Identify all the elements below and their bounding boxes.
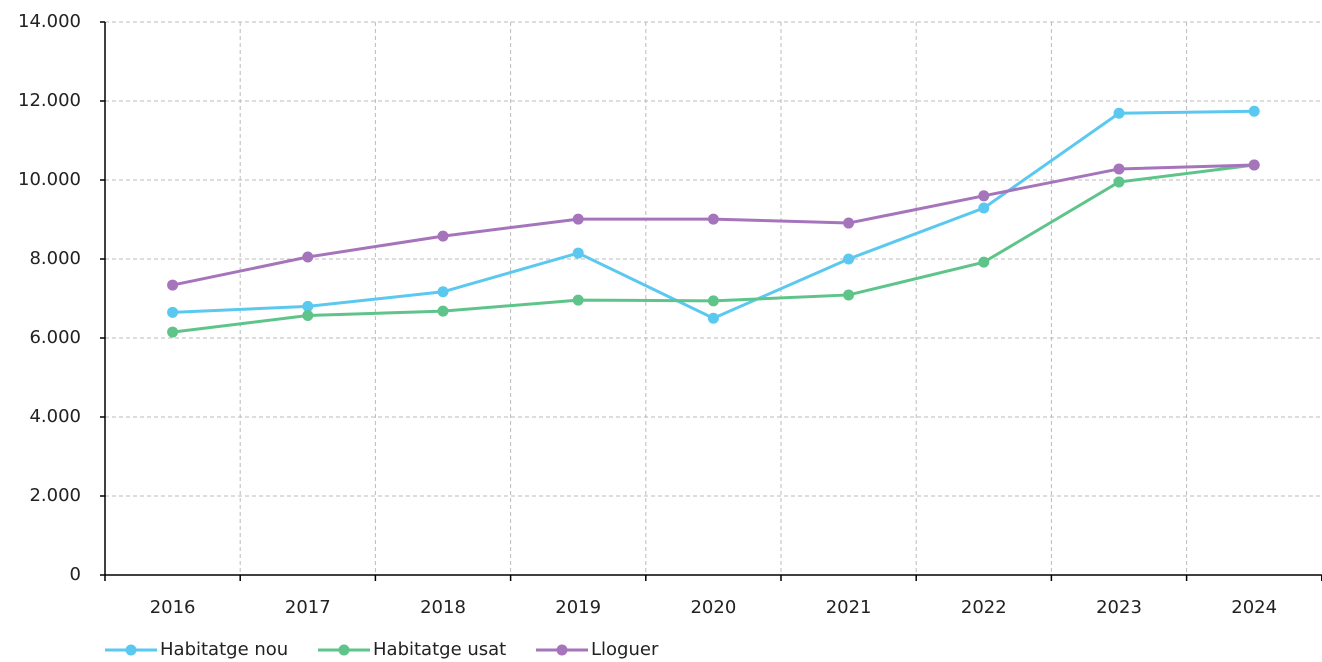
- x-tick-label: 2016: [150, 597, 196, 618]
- y-tick-label: 4.000: [29, 406, 81, 427]
- data-point: [707, 295, 719, 307]
- data-point: [437, 230, 449, 242]
- x-tick-label: 2023: [1096, 597, 1142, 618]
- data-point: [167, 306, 179, 318]
- y-tick-label: 12.000: [18, 90, 81, 111]
- data-point: [167, 279, 179, 291]
- data-point: [843, 289, 855, 301]
- legend-label: Habitatge nou: [160, 639, 288, 660]
- data-point: [437, 286, 449, 298]
- data-point: [437, 305, 449, 317]
- x-tick-label: 2024: [1231, 597, 1277, 618]
- data-point: [843, 253, 855, 265]
- data-point: [572, 294, 584, 306]
- series-line: [172, 163, 1255, 287]
- data-point: [978, 202, 990, 214]
- x-tick-label: 2020: [690, 597, 736, 618]
- data-point: [302, 309, 314, 321]
- y-tick-label: 8.000: [29, 248, 81, 269]
- y-tick-label: 10.000: [18, 169, 81, 190]
- data-point: [1248, 105, 1260, 117]
- data-point: [302, 251, 314, 263]
- data-point: [572, 247, 584, 259]
- y-tick-label: 2.000: [29, 485, 81, 506]
- x-tick-label: 2022: [961, 597, 1007, 618]
- y-tick-label: 6.000: [29, 327, 81, 348]
- y-tick-label: 14.000: [18, 11, 81, 32]
- data-point: [1113, 176, 1125, 188]
- data-point: [978, 190, 990, 202]
- data-point: [1113, 163, 1125, 175]
- data-point: [167, 326, 179, 338]
- legend-marker: [556, 644, 568, 656]
- y-tick-label: 0: [70, 564, 81, 585]
- data-point: [1113, 107, 1125, 119]
- data-point: [843, 217, 855, 229]
- x-tick-label: 2018: [420, 597, 466, 618]
- legend-label: Habitatge usat: [373, 639, 506, 660]
- data-point: [978, 256, 990, 268]
- data-point: [302, 300, 314, 312]
- data-point: [572, 213, 584, 225]
- x-tick-label: 2021: [826, 597, 872, 618]
- data-point: [1248, 159, 1260, 171]
- series-line: [172, 163, 1255, 334]
- legend-label: Lloguer: [591, 639, 659, 660]
- data-point: [707, 312, 719, 324]
- data-point: [707, 213, 719, 225]
- x-tick-label: 2019: [555, 597, 601, 618]
- x-tick-label: 2017: [285, 597, 331, 618]
- legend-marker: [125, 644, 137, 656]
- legend-marker: [338, 644, 350, 656]
